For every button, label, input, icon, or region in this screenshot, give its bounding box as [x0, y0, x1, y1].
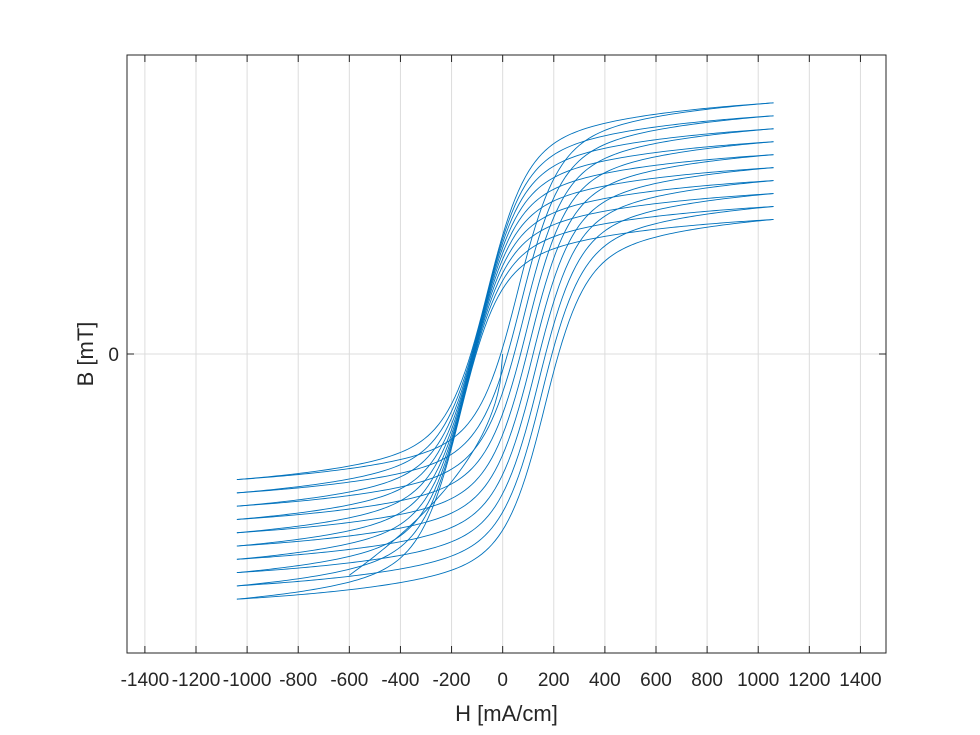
x-tick-label: 1000: [737, 670, 779, 691]
y-axis-title: B [mT]: [73, 322, 98, 387]
hysteresis-ascending-branch: [236, 219, 774, 600]
x-tick-label: -600: [330, 670, 368, 691]
tick-layer: -1400 -1200 -1000 -800 -600 -400 -200 0 200 400 60…: [108, 55, 886, 691]
hysteresis-descending-branch: [236, 154, 774, 534]
x-tick-label: 0: [497, 670, 508, 691]
hysteresis-ascending-branch: [236, 115, 774, 494]
hysteresis-descending-branch: [236, 102, 774, 481]
hysteresis-ascending-branch: [236, 206, 774, 587]
x-tick-label: -400: [381, 670, 419, 691]
hysteresis-ascending-branch: [236, 128, 774, 507]
x-tick-label: 400: [589, 670, 621, 691]
y-tick-label: 0: [108, 345, 119, 366]
x-tick-label: 200: [538, 670, 570, 691]
x-tick-label: -1200: [172, 670, 221, 691]
hysteresis-descending-branch: [236, 115, 774, 494]
hysteresis-ascending-branch: [236, 141, 774, 520]
x-tick-label: 600: [640, 670, 672, 691]
grid-layer: [127, 55, 886, 653]
hysteresis-ascending-branch: [236, 193, 774, 574]
x-tick-label: -1000: [223, 670, 272, 691]
series-layer: [236, 102, 774, 600]
hysteresis-descending-branch: [236, 167, 774, 547]
hysteresis-descending-branch: [236, 180, 774, 560]
hysteresis-descending-branch: [236, 219, 774, 600]
x-axis-title: H [mA/cm]: [455, 701, 558, 726]
x-tick-label: 1200: [788, 670, 830, 691]
x-tick-label: 1400: [839, 670, 881, 691]
hysteresis-ascending-branch: [236, 154, 774, 534]
x-tick-label: -200: [433, 670, 471, 691]
hysteresis-ascending-branch: [236, 180, 774, 560]
hysteresis-descending-branch: [236, 206, 774, 587]
hysteresis-ascending-branch: [236, 167, 774, 547]
x-tick-label: -1400: [121, 670, 170, 691]
x-tick-label: 800: [691, 670, 723, 691]
hysteresis-descending-branch: [236, 193, 774, 574]
x-tick-label: -800: [279, 670, 317, 691]
hysteresis-descending-branch: [236, 141, 774, 520]
hysteresis-ascending-branch: [236, 102, 774, 481]
initial-magnetization-curve: [349, 353, 504, 576]
hysteresis-descending-branch: [236, 128, 774, 507]
